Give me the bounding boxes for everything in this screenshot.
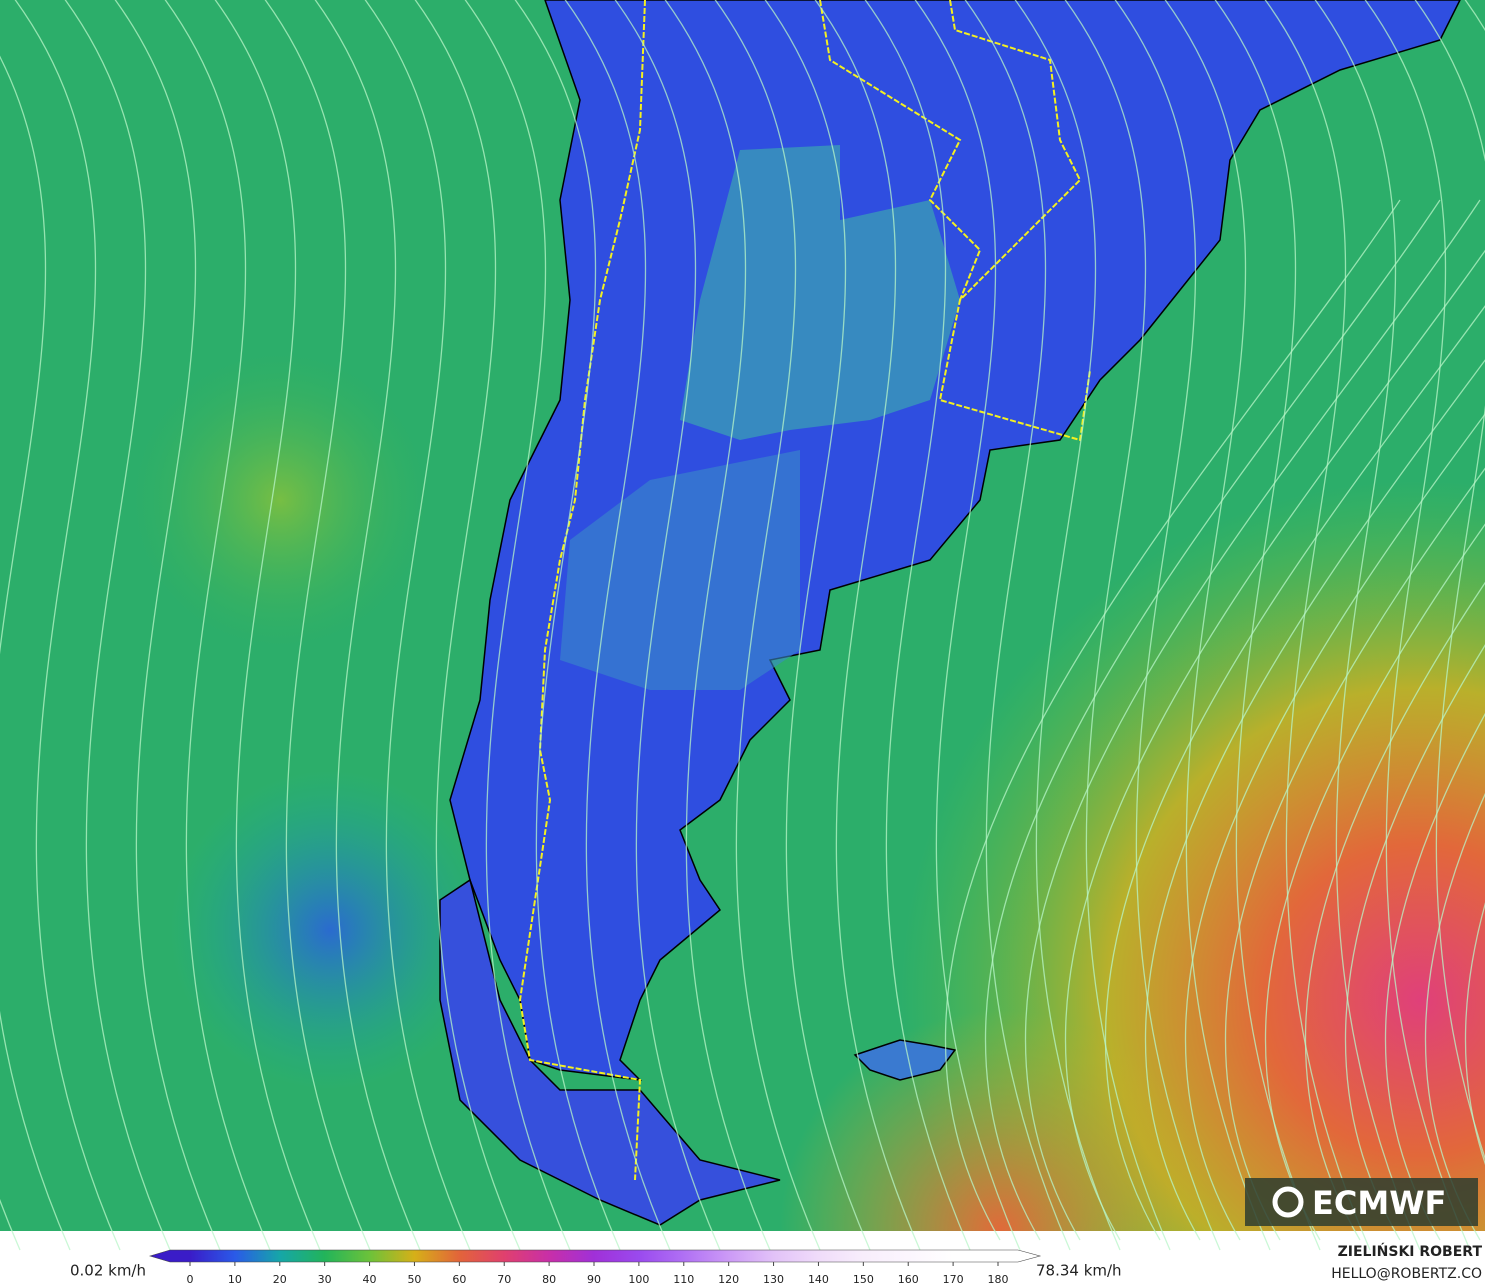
colorbar-max: 78.34 km/h [1036, 1262, 1122, 1280]
streamline [14, 0, 121, 1251]
streamline [414, 0, 521, 1251]
streamline [514, 0, 621, 1251]
streamline [664, 0, 771, 1251]
streamline [1344, 644, 1485, 1241]
streamline [1264, 0, 1371, 1251]
streamline [1104, 305, 1485, 1241]
streamline [1464, 902, 1485, 1165]
email: HELLO@ROBERTZ.CO [1331, 1266, 1482, 1282]
colorbar-tick-label: 150 [853, 1273, 874, 1286]
streamline [1314, 0, 1421, 1251]
streamline [1164, 0, 1271, 1251]
colorbar-tick-label: 180 [988, 1273, 1009, 1286]
colorbar-tick-label: 40 [363, 1273, 377, 1286]
streamline [1384, 712, 1485, 1241]
streamline [944, 199, 1401, 1241]
colorbar-tick-label: 20 [273, 1273, 287, 1286]
streamline [214, 0, 321, 1251]
streamline [764, 0, 871, 1251]
colorbar-tick-label: 60 [452, 1273, 466, 1286]
streamline [1264, 523, 1485, 1241]
streamline [164, 0, 271, 1251]
streamline [1214, 0, 1321, 1251]
land [449, 0, 1461, 1082]
colorbar-tick-label: 50 [407, 1273, 421, 1286]
streamline [1414, 0, 1485, 1160]
streamline [1114, 0, 1221, 1251]
logo-background [1245, 1178, 1478, 1226]
streamline [114, 0, 221, 1251]
colorbar-bar [148, 1249, 1042, 1263]
colorbar-tick-label: 120 [718, 1273, 739, 1286]
colorbar-tick-label: 160 [898, 1273, 919, 1286]
streamline [1024, 199, 1481, 1241]
logo-text: ECMWF [1312, 1184, 1446, 1222]
streamline [614, 0, 721, 1251]
logo-icon [1272, 1186, 1304, 1218]
streamline [264, 0, 371, 1251]
streamline [714, 0, 821, 1251]
colorbar-tick-label: 70 [497, 1273, 511, 1286]
streamline [1364, 0, 1471, 1251]
colorbar-tick-label: 90 [587, 1273, 601, 1286]
streamline [814, 0, 921, 1251]
streamline [914, 0, 1021, 1251]
streamline [314, 0, 421, 1251]
colorbar: 0.02 km/h 78.34 km/h 0 10 20 30 40 50 60 70 80 90… [70, 1249, 1122, 1286]
streamline [1184, 413, 1485, 1241]
colorbar-tick-label: 110 [673, 1273, 694, 1286]
streamline [1064, 249, 1485, 1241]
streamline [464, 0, 571, 1251]
streamline [864, 0, 971, 1251]
colorbar-tick-label: 0 [187, 1273, 194, 1286]
colorbar-min: 0.02 km/h [70, 1262, 146, 1280]
land [439, 878, 781, 1226]
streamline [0, 55, 71, 1251]
streamline [1064, 0, 1171, 1251]
colorbar-tick-label: 100 [628, 1273, 649, 1286]
streamline [564, 0, 671, 1251]
streamlines [0, 0, 1485, 1251]
streamline [1304, 581, 1485, 1241]
streamline [1424, 793, 1485, 1241]
streamline [1014, 0, 1121, 1251]
colorbar-tick-label: 130 [763, 1273, 784, 1286]
colorbar-tick-label: 30 [318, 1273, 332, 1286]
colorbar-tick-label: 170 [943, 1273, 964, 1286]
logo-box: ECMWF [1245, 1178, 1478, 1226]
colorbar-tick-label: 140 [808, 1273, 829, 1286]
colorbar-tick-label: 10 [228, 1273, 242, 1286]
streamline [1224, 467, 1485, 1241]
streamline [364, 0, 471, 1251]
map: ECMWF [0, 0, 1485, 1251]
streamline [984, 199, 1441, 1241]
streamline [64, 0, 171, 1251]
author: ZIELIŃSKI ROBERT [1338, 1242, 1483, 1260]
colorbar-tick-label: 80 [542, 1273, 556, 1286]
streamline [1144, 359, 1485, 1241]
streamline [964, 0, 1071, 1251]
